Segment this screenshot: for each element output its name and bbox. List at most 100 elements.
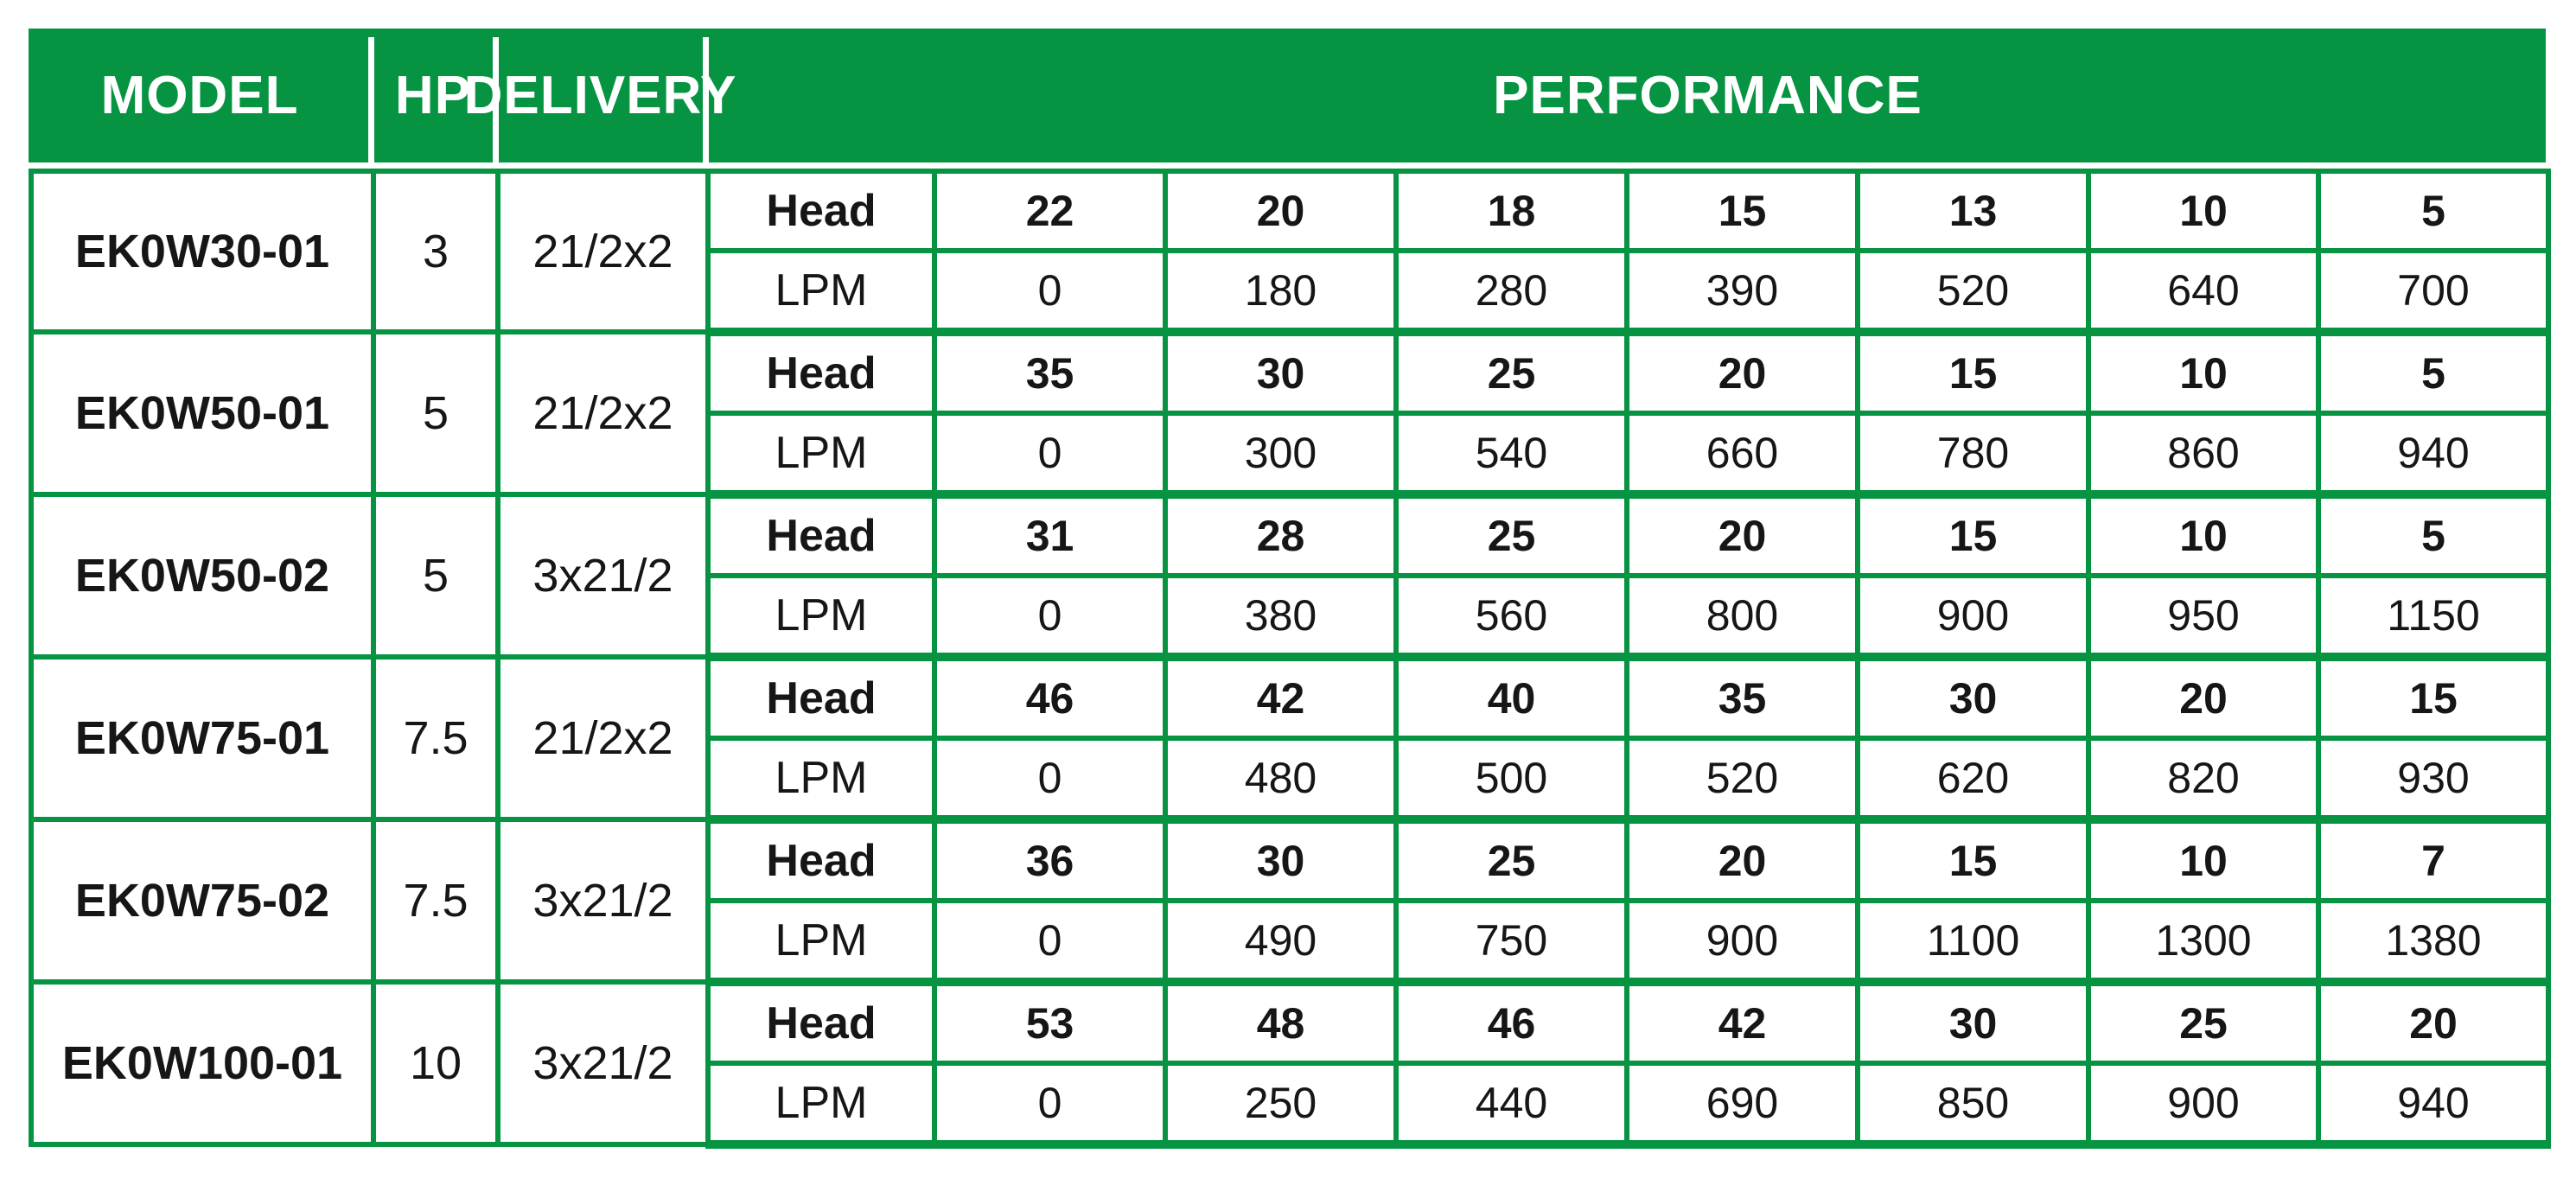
table-body: EK0W30-01 3 21/2x2 Head 22 20 18 15 13 10 5 LPM 0 180… — [29, 169, 2551, 1149]
lpm-value-cell: 520 — [1624, 736, 1860, 824]
head-value-cell: 46 — [1393, 979, 1629, 1066]
head-value-cell: 15 — [1855, 492, 2091, 578]
lpm-value-cell: 800 — [1624, 573, 1860, 661]
head-value-cell: 20 — [1624, 817, 1860, 903]
lpm-value-cell: 1100 — [1855, 898, 2091, 986]
lpm-value-cell: 860 — [2086, 411, 2321, 499]
lpm-value-cell: 1150 — [2316, 573, 2551, 661]
model-row-head: EK0W75-01 7.5 21/2x2 Head 46 42 40 35 30 20 15 — [29, 654, 2551, 822]
model-cell: EK0W75-02 — [29, 817, 376, 985]
header-delivery: DELIVERY — [464, 29, 736, 163]
lpm-label-cell: LPM — [705, 411, 937, 499]
head-value-cell: 30 — [1855, 654, 2091, 741]
delivery-cell: 3x21/2 — [495, 817, 711, 985]
table-grid: EK0W30-01 3 21/2x2 Head 22 20 18 15 13 10 5 LPM 0 180… — [29, 169, 2551, 1149]
lpm-value-cell: 850 — [1855, 1061, 2091, 1149]
head-value-cell: 5 — [2316, 329, 2551, 416]
lpm-label-cell: LPM — [705, 898, 937, 986]
hp-cell: 5 — [371, 329, 501, 497]
lpm-value-cell: 930 — [2316, 736, 2551, 824]
head-value-cell: 30 — [1855, 979, 2091, 1066]
lpm-value-cell: 0 — [932, 898, 1168, 986]
head-value-cell: 20 — [2086, 654, 2321, 741]
head-value-cell: 42 — [1624, 979, 1860, 1066]
lpm-value-cell: 380 — [1163, 573, 1399, 661]
lpm-value-cell: 0 — [932, 1061, 1168, 1149]
head-value-cell: 15 — [1624, 169, 1860, 253]
lpm-value-cell: 940 — [2316, 411, 2551, 499]
lpm-value-cell: 700 — [2316, 248, 2551, 336]
head-value-cell: 10 — [2086, 329, 2321, 416]
head-value-cell: 36 — [932, 817, 1168, 903]
model-cell: EK0W30-01 — [29, 169, 376, 335]
hp-cell: 5 — [371, 492, 501, 660]
model-row-head: EK0W100-01 10 3x21/2 Head 53 48 46 42 30 25 20 — [29, 979, 2551, 1147]
lpm-value-cell: 0 — [932, 573, 1168, 661]
lpm-value-cell: 1380 — [2316, 898, 2551, 986]
lpm-value-cell: 180 — [1163, 248, 1399, 336]
head-value-cell: 25 — [2086, 979, 2321, 1066]
head-label-cell: Head — [705, 169, 937, 253]
header-performance: PERFORMANCE — [703, 29, 2546, 163]
lpm-value-cell: 560 — [1393, 573, 1629, 661]
lpm-label-cell: LPM — [705, 573, 937, 661]
head-value-cell: 25 — [1393, 492, 1629, 578]
lpm-value-cell: 780 — [1855, 411, 2091, 499]
hp-cell: 10 — [371, 979, 501, 1147]
lpm-value-cell: 480 — [1163, 736, 1399, 824]
head-value-cell: 25 — [1393, 817, 1629, 903]
model-row-head: EK0W30-01 3 21/2x2 Head 22 20 18 15 13 10 5 — [29, 169, 2551, 335]
lpm-value-cell: 0 — [932, 248, 1168, 336]
model-row-lpm: LPM 0 180 280 390 520 640 700 — [31, 248, 2551, 336]
hp-cell: 7.5 — [371, 817, 501, 985]
lpm-value-cell: 500 — [1393, 736, 1629, 824]
model-cell: EK0W100-01 — [29, 979, 376, 1147]
hp-cell: 7.5 — [371, 654, 501, 822]
head-value-cell: 7 — [2316, 817, 2551, 903]
lpm-value-cell: 950 — [2086, 573, 2321, 661]
head-value-cell: 10 — [2086, 492, 2321, 578]
lpm-value-cell: 280 — [1393, 248, 1629, 336]
lpm-value-cell: 300 — [1163, 411, 1399, 499]
model-row-head: EK0W50-02 5 3x21/2 Head 31 28 25 20 15 10 5 — [29, 492, 2551, 660]
head-value-cell: 30 — [1163, 329, 1399, 416]
head-value-cell: 46 — [932, 654, 1168, 741]
head-value-cell: 5 — [2316, 169, 2551, 253]
head-label-cell: Head — [705, 654, 937, 741]
head-value-cell: 30 — [1163, 817, 1399, 903]
lpm-value-cell: 0 — [932, 736, 1168, 824]
lpm-value-cell: 520 — [1855, 248, 2091, 336]
model-cell: EK0W50-02 — [29, 492, 376, 660]
lpm-value-cell: 900 — [1855, 573, 2091, 661]
head-value-cell: 25 — [1393, 329, 1629, 416]
head-value-cell: 20 — [2316, 979, 2551, 1066]
lpm-value-cell: 900 — [1624, 898, 1860, 986]
delivery-cell: 21/2x2 — [495, 329, 711, 497]
head-label-cell: Head — [705, 492, 937, 578]
head-value-cell: 42 — [1163, 654, 1399, 741]
head-value-cell: 15 — [2316, 654, 2551, 741]
delivery-cell: 21/2x2 — [495, 654, 711, 822]
model-row-lpm: LPM 0 490 750 900 1100 1300 1380 — [31, 898, 2551, 986]
model-cell: EK0W75-01 — [29, 654, 376, 822]
head-value-cell: 20 — [1624, 492, 1860, 578]
lpm-value-cell: 0 — [932, 411, 1168, 499]
model-row-head: EK0W75-02 7.5 3x21/2 Head 36 30 25 20 15 10 7 — [29, 817, 2551, 985]
model-row-lpm: LPM 0 250 440 690 850 900 940 — [31, 1061, 2551, 1149]
lpm-value-cell: 900 — [2086, 1061, 2321, 1149]
head-value-cell: 35 — [1624, 654, 1860, 741]
header-model: MODEL — [100, 66, 299, 125]
head-value-cell: 20 — [1624, 329, 1860, 416]
head-value-cell: 35 — [932, 329, 1168, 416]
lpm-label-cell: LPM — [705, 248, 937, 336]
head-label-cell: Head — [705, 979, 937, 1066]
lpm-value-cell: 390 — [1624, 248, 1860, 336]
header-hp: HP — [368, 29, 495, 163]
head-value-cell: 53 — [932, 979, 1168, 1066]
lpm-value-cell: 690 — [1624, 1061, 1860, 1149]
lpm-label-cell: LPM — [705, 1061, 937, 1149]
head-value-cell: 40 — [1393, 654, 1629, 741]
lpm-label-cell: LPM — [705, 736, 937, 824]
lpm-value-cell: 750 — [1393, 898, 1629, 986]
head-value-cell: 5 — [2316, 492, 2551, 578]
